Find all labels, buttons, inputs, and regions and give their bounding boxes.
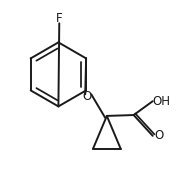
Text: O: O [82,89,92,103]
Text: OH: OH [152,95,170,108]
Text: O: O [155,129,164,142]
Text: F: F [56,12,62,25]
